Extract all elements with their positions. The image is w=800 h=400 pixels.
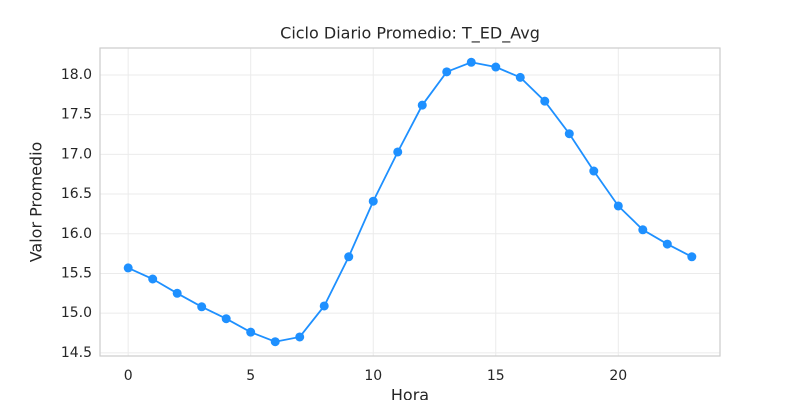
data-point xyxy=(417,100,427,110)
data-point xyxy=(123,263,133,273)
data-point xyxy=(515,72,525,82)
data-point xyxy=(295,332,305,342)
plot-frame xyxy=(99,47,721,357)
data-point xyxy=(368,196,378,206)
y-tick-label: 16.0 xyxy=(61,226,92,242)
x-tick-label: 5 xyxy=(246,368,255,384)
data-point xyxy=(491,62,501,72)
data-point xyxy=(442,67,452,77)
data-point xyxy=(221,314,231,324)
data-point xyxy=(564,129,574,139)
y-tick-label: 14.5 xyxy=(61,345,92,361)
data-point xyxy=(393,147,403,157)
data-point xyxy=(344,252,354,262)
data-point xyxy=(319,301,329,311)
x-axis-label: Hora xyxy=(391,386,429,400)
data-point xyxy=(466,57,476,67)
x-tick-label: 20 xyxy=(609,368,627,384)
y-axis-label: Valor Promedio xyxy=(27,142,46,263)
data-point xyxy=(270,337,280,347)
x-tick-label: 15 xyxy=(487,368,505,384)
data-point xyxy=(148,274,158,284)
y-tick-label: 18.0 xyxy=(61,67,92,83)
chart-title: Ciclo Diario Promedio: T_ED_Avg xyxy=(280,24,540,44)
data-point xyxy=(246,327,256,337)
data-point xyxy=(197,302,207,312)
y-tick-label: 15.5 xyxy=(61,265,92,281)
data-point xyxy=(662,239,672,249)
y-tick-label: 16.5 xyxy=(61,186,92,202)
data-point xyxy=(687,252,697,262)
y-tick-label: 17.5 xyxy=(61,107,92,123)
data-point xyxy=(589,166,599,176)
y-tick-label: 15.0 xyxy=(61,305,92,321)
data-point xyxy=(540,96,550,106)
x-tick-label: 0 xyxy=(124,368,133,384)
data-line xyxy=(127,61,693,343)
data-point xyxy=(638,225,648,235)
data-point xyxy=(613,201,623,211)
y-tick-label: 17.0 xyxy=(61,146,92,162)
data-point xyxy=(172,288,182,298)
x-tick-label: 10 xyxy=(364,368,382,384)
